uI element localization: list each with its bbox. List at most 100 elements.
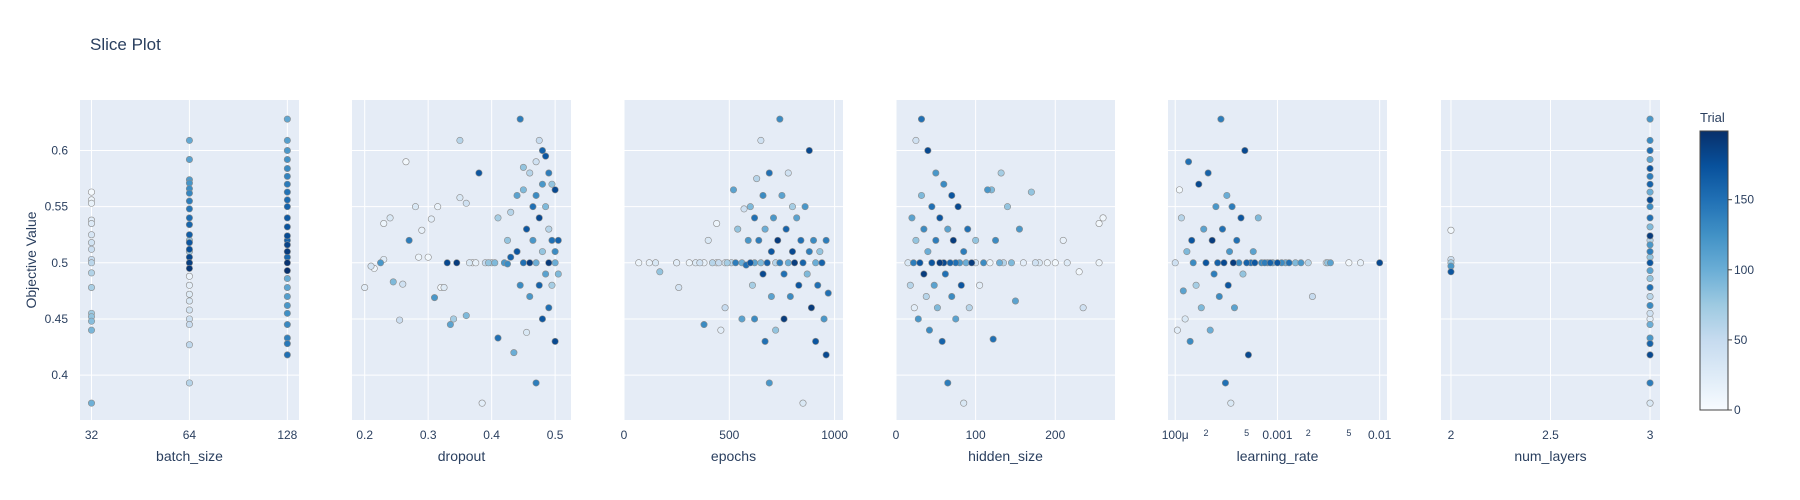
data-point [87, 245, 95, 253]
data-point [652, 259, 660, 267]
data-point [538, 248, 546, 256]
data-point [367, 262, 375, 270]
x-tick-label: 500 [719, 428, 739, 442]
data-point [801, 203, 809, 211]
data-point [914, 315, 922, 323]
data-point [283, 172, 291, 180]
data-point [283, 196, 291, 204]
data-point [185, 290, 193, 298]
data-point [946, 259, 954, 267]
data-point [87, 199, 95, 207]
x-tick-label: 1000 [821, 428, 848, 442]
data-point [185, 205, 193, 213]
data-point [984, 186, 992, 194]
data-point [1254, 214, 1262, 222]
data-point [922, 292, 930, 300]
data-point [185, 156, 193, 164]
data-point [1229, 259, 1237, 267]
data-point [535, 281, 543, 289]
data-point [989, 335, 997, 343]
data-point [185, 264, 193, 272]
panel-background [624, 100, 843, 420]
x-tick-label: 3 [1647, 428, 1654, 442]
data-point [960, 248, 968, 256]
data-point [1218, 225, 1226, 233]
data-point [526, 292, 534, 300]
data-point [944, 225, 952, 233]
data-point [708, 259, 716, 267]
data-point [283, 180, 291, 188]
data-point [1226, 248, 1234, 256]
data-point [964, 225, 972, 233]
data-point [1202, 259, 1210, 267]
data-point [532, 158, 540, 166]
data-point [1003, 203, 1011, 211]
data-point [713, 220, 721, 228]
x-tick-label: 0.001 [1262, 428, 1292, 442]
data-point [405, 236, 413, 244]
data-point [1273, 259, 1281, 267]
data-point [774, 236, 782, 244]
data-point [283, 301, 291, 309]
data-point [765, 169, 773, 177]
data-point [972, 236, 980, 244]
data-point [283, 136, 291, 144]
data-point [377, 259, 385, 267]
data-point [1646, 164, 1654, 172]
data-point [1210, 270, 1218, 278]
data-point [548, 281, 556, 289]
data-point [957, 281, 965, 289]
x-minor-tick-label: 2 [1203, 428, 1208, 438]
data-point [696, 259, 704, 267]
data-point [1185, 158, 1193, 166]
data-point [944, 379, 952, 387]
data-point [920, 270, 928, 278]
data-point [992, 236, 1000, 244]
data-point [761, 225, 769, 233]
data-point [1181, 315, 1189, 323]
data-point [431, 294, 439, 302]
data-point [924, 248, 932, 256]
data-point [87, 269, 95, 277]
data-point [1177, 214, 1185, 222]
x-axis-title: learning_rate [1237, 448, 1319, 464]
data-point [912, 136, 920, 144]
data-point [87, 231, 95, 239]
data-point [941, 270, 949, 278]
x-axis-title: hidden_size [968, 448, 1043, 464]
data-point [551, 248, 559, 256]
x-tick-label: 0.01 [1368, 428, 1392, 442]
data-point [185, 214, 193, 222]
data-point [910, 304, 918, 312]
data-point [1251, 259, 1259, 267]
data-point [936, 259, 944, 267]
data-point [453, 259, 461, 267]
data-point [976, 281, 984, 289]
data-point [1188, 236, 1196, 244]
data-point [548, 180, 556, 188]
data-point [1019, 259, 1027, 267]
data-point [427, 215, 435, 223]
data-point [740, 205, 748, 213]
data-point [1646, 340, 1654, 348]
data-point [494, 334, 502, 342]
data-point [791, 259, 799, 267]
data-point [283, 214, 291, 222]
data-point [780, 270, 788, 278]
data-point [504, 260, 512, 268]
data-point [494, 214, 502, 222]
data-point [185, 231, 193, 239]
data-point [805, 248, 813, 256]
data-point [1224, 281, 1232, 289]
data-point [440, 284, 448, 292]
data-point [526, 259, 534, 267]
data-point [535, 136, 543, 144]
data-point [948, 191, 956, 199]
data-point [721, 304, 729, 312]
x-axis-title: dropout [438, 448, 486, 464]
data-point [529, 203, 537, 211]
data-point [283, 275, 291, 283]
data-point [772, 326, 780, 334]
data-point [744, 236, 752, 244]
x-tick-label: 0.3 [420, 428, 437, 442]
